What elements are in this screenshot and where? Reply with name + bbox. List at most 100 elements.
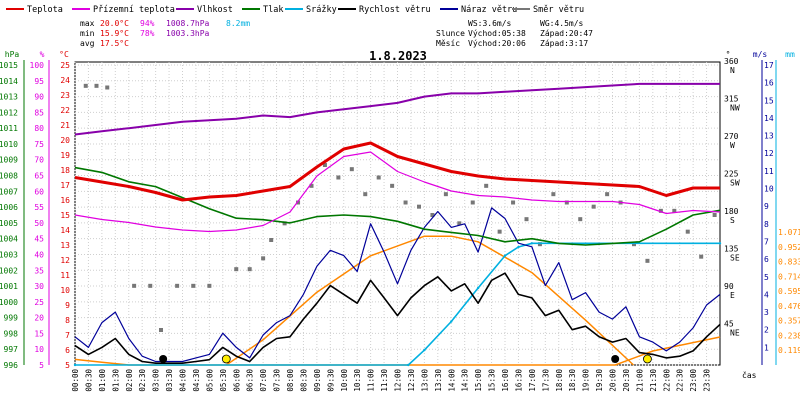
axis-tick-temperature: 21 xyxy=(60,121,70,130)
axis-tick-direction-name: S xyxy=(730,216,735,225)
axis-tick-pressure: 1005 xyxy=(0,219,18,228)
legend-label-rain: Srážky xyxy=(306,5,337,15)
legend-label-pressure: Tlak xyxy=(263,5,283,15)
axis-tick-wind: 9 xyxy=(764,202,769,211)
axis-tick-temperature: 15 xyxy=(60,211,70,220)
wind-dir-mark xyxy=(699,254,704,259)
x-tick-label: 13:30 xyxy=(434,369,443,392)
x-tick-label: 11:30 xyxy=(380,369,389,392)
series-humidity xyxy=(74,82,720,136)
wind-dir-mark xyxy=(443,192,448,197)
axis-tick-humidity: 20 xyxy=(34,314,44,323)
wind-dir-mark xyxy=(497,229,502,234)
axis-tick-humidity: 25 xyxy=(34,298,44,307)
axis-tick-direction: 225 xyxy=(724,170,739,179)
x-tick-label: 16:30 xyxy=(514,369,523,392)
x-tick-label: 02:00 xyxy=(125,369,134,392)
axis-tick-rain: 1.071 xyxy=(778,228,800,237)
wind-dir-mark xyxy=(591,204,596,209)
stat-moon-label: Měsíc xyxy=(436,39,460,48)
axis-tick-humidity: 95 xyxy=(34,77,44,86)
stat-temp: 15.9°C xyxy=(100,29,129,38)
x-tick-label: 05:30 xyxy=(219,369,228,392)
axis-tick-rain: 0.476 xyxy=(778,302,800,311)
axis-tick-pressure: 1007 xyxy=(0,187,18,196)
rain-point xyxy=(407,363,410,367)
x-tick-label: 21:30 xyxy=(649,369,658,392)
axis-tick-rain: 0.833 xyxy=(778,258,800,267)
axis-tick-wind: 8 xyxy=(764,220,769,229)
axis-tick-pressure: 1003 xyxy=(0,250,18,259)
x-tick-label: 03:00 xyxy=(152,369,161,392)
axis-tick-pressure: 999 xyxy=(4,314,19,323)
wind-dir-mark xyxy=(247,267,252,272)
wind-dir-mark xyxy=(537,242,542,247)
x-tick-label: 11:00 xyxy=(367,369,376,392)
axis-tick-temperature: 11 xyxy=(60,271,70,280)
axis-tick-direction-name: NE xyxy=(730,329,740,338)
sunset-marker xyxy=(643,354,652,364)
axis-tick-humidity: 50 xyxy=(34,219,44,228)
wind-dir-mark xyxy=(685,229,690,234)
axis-tick-temperature: 8 xyxy=(65,316,70,325)
legend-label-wind_dir: Směr větru xyxy=(533,5,584,15)
stat-ws: WS:3.6m/s xyxy=(468,19,512,28)
legend-label-wind_speed: Rychlost větru xyxy=(359,5,431,15)
axis-tick-rain: 0.595 xyxy=(778,287,800,296)
x-tick-label: 21:00 xyxy=(635,369,644,392)
x-tick-label: 02:30 xyxy=(138,369,147,392)
x-tick-label: 01:30 xyxy=(111,369,120,392)
axis-tick-temperature: 14 xyxy=(60,226,70,235)
x-tick-label: 13:00 xyxy=(420,369,429,392)
wind-dir-mark xyxy=(269,238,274,242)
axis-tick-direction: 90 xyxy=(724,282,734,291)
stat-sun-rise: Východ:05:38 xyxy=(468,29,526,38)
axis-tick-direction: 315 xyxy=(724,95,739,104)
axis-tick-direction: 180 xyxy=(724,207,739,216)
stat-humidity: 94% xyxy=(140,19,155,28)
axis-tick-pressure: 1010 xyxy=(0,140,18,149)
axis-tick-temperature: 13 xyxy=(60,241,70,250)
axis-tick-pressure: 1009 xyxy=(0,156,18,165)
x-tick-label: 06:00 xyxy=(232,369,241,392)
axis-tick-direction-name: SW xyxy=(730,179,740,188)
rain-point xyxy=(718,242,722,245)
axis-tick-pressure: 1014 xyxy=(0,77,18,86)
x-tick-label: 10:00 xyxy=(340,369,349,392)
axis-tick-temperature: 12 xyxy=(60,256,70,265)
axis-tick-wind: 16 xyxy=(764,79,774,88)
axis-tick-direction-name: W xyxy=(730,141,735,150)
moonset-marker xyxy=(159,355,168,363)
wind-dir-mark xyxy=(470,200,475,205)
axis-tick-wind: 1 xyxy=(764,343,769,352)
axis-tick-temperature: 24 xyxy=(60,76,70,85)
axis-tick-wind: 12 xyxy=(764,149,774,158)
axis-tick-pressure: 997 xyxy=(4,345,19,354)
legend-label-humidity: Vlhkost xyxy=(197,5,233,15)
axis-tick-wind: 5 xyxy=(764,273,769,282)
x-tick-label: 19:00 xyxy=(582,369,591,392)
x-tick-label: 23:00 xyxy=(689,369,698,392)
stat-pressure: 1003.3hPa xyxy=(166,29,210,38)
axis-tick-temperature: 22 xyxy=(60,106,70,115)
rain-point xyxy=(73,363,77,367)
axis-tick-humidity: 75 xyxy=(34,140,44,149)
wind-dir-mark xyxy=(417,204,421,209)
x-tick-label: 18:30 xyxy=(568,369,577,392)
wind-dir-mark xyxy=(207,283,212,288)
axis-tick-humidity: 55 xyxy=(34,203,44,212)
wind-dir-mark xyxy=(132,283,137,288)
x-tick-label: 22:30 xyxy=(676,369,685,392)
axis-tick-humidity: 60 xyxy=(34,187,44,196)
wind-dir-mark xyxy=(564,200,569,205)
axis-unit-temperature: °C xyxy=(59,50,69,59)
x-tick-label: 19:30 xyxy=(595,369,604,392)
axis-tick-temperature: 23 xyxy=(60,91,70,100)
axis-tick-humidity: 40 xyxy=(34,250,44,259)
legend-label-temperature: Teplota xyxy=(27,5,63,15)
wind-dir-mark xyxy=(363,192,368,197)
x-tick-label: 23:30 xyxy=(703,369,712,392)
series-pressure xyxy=(74,166,721,246)
